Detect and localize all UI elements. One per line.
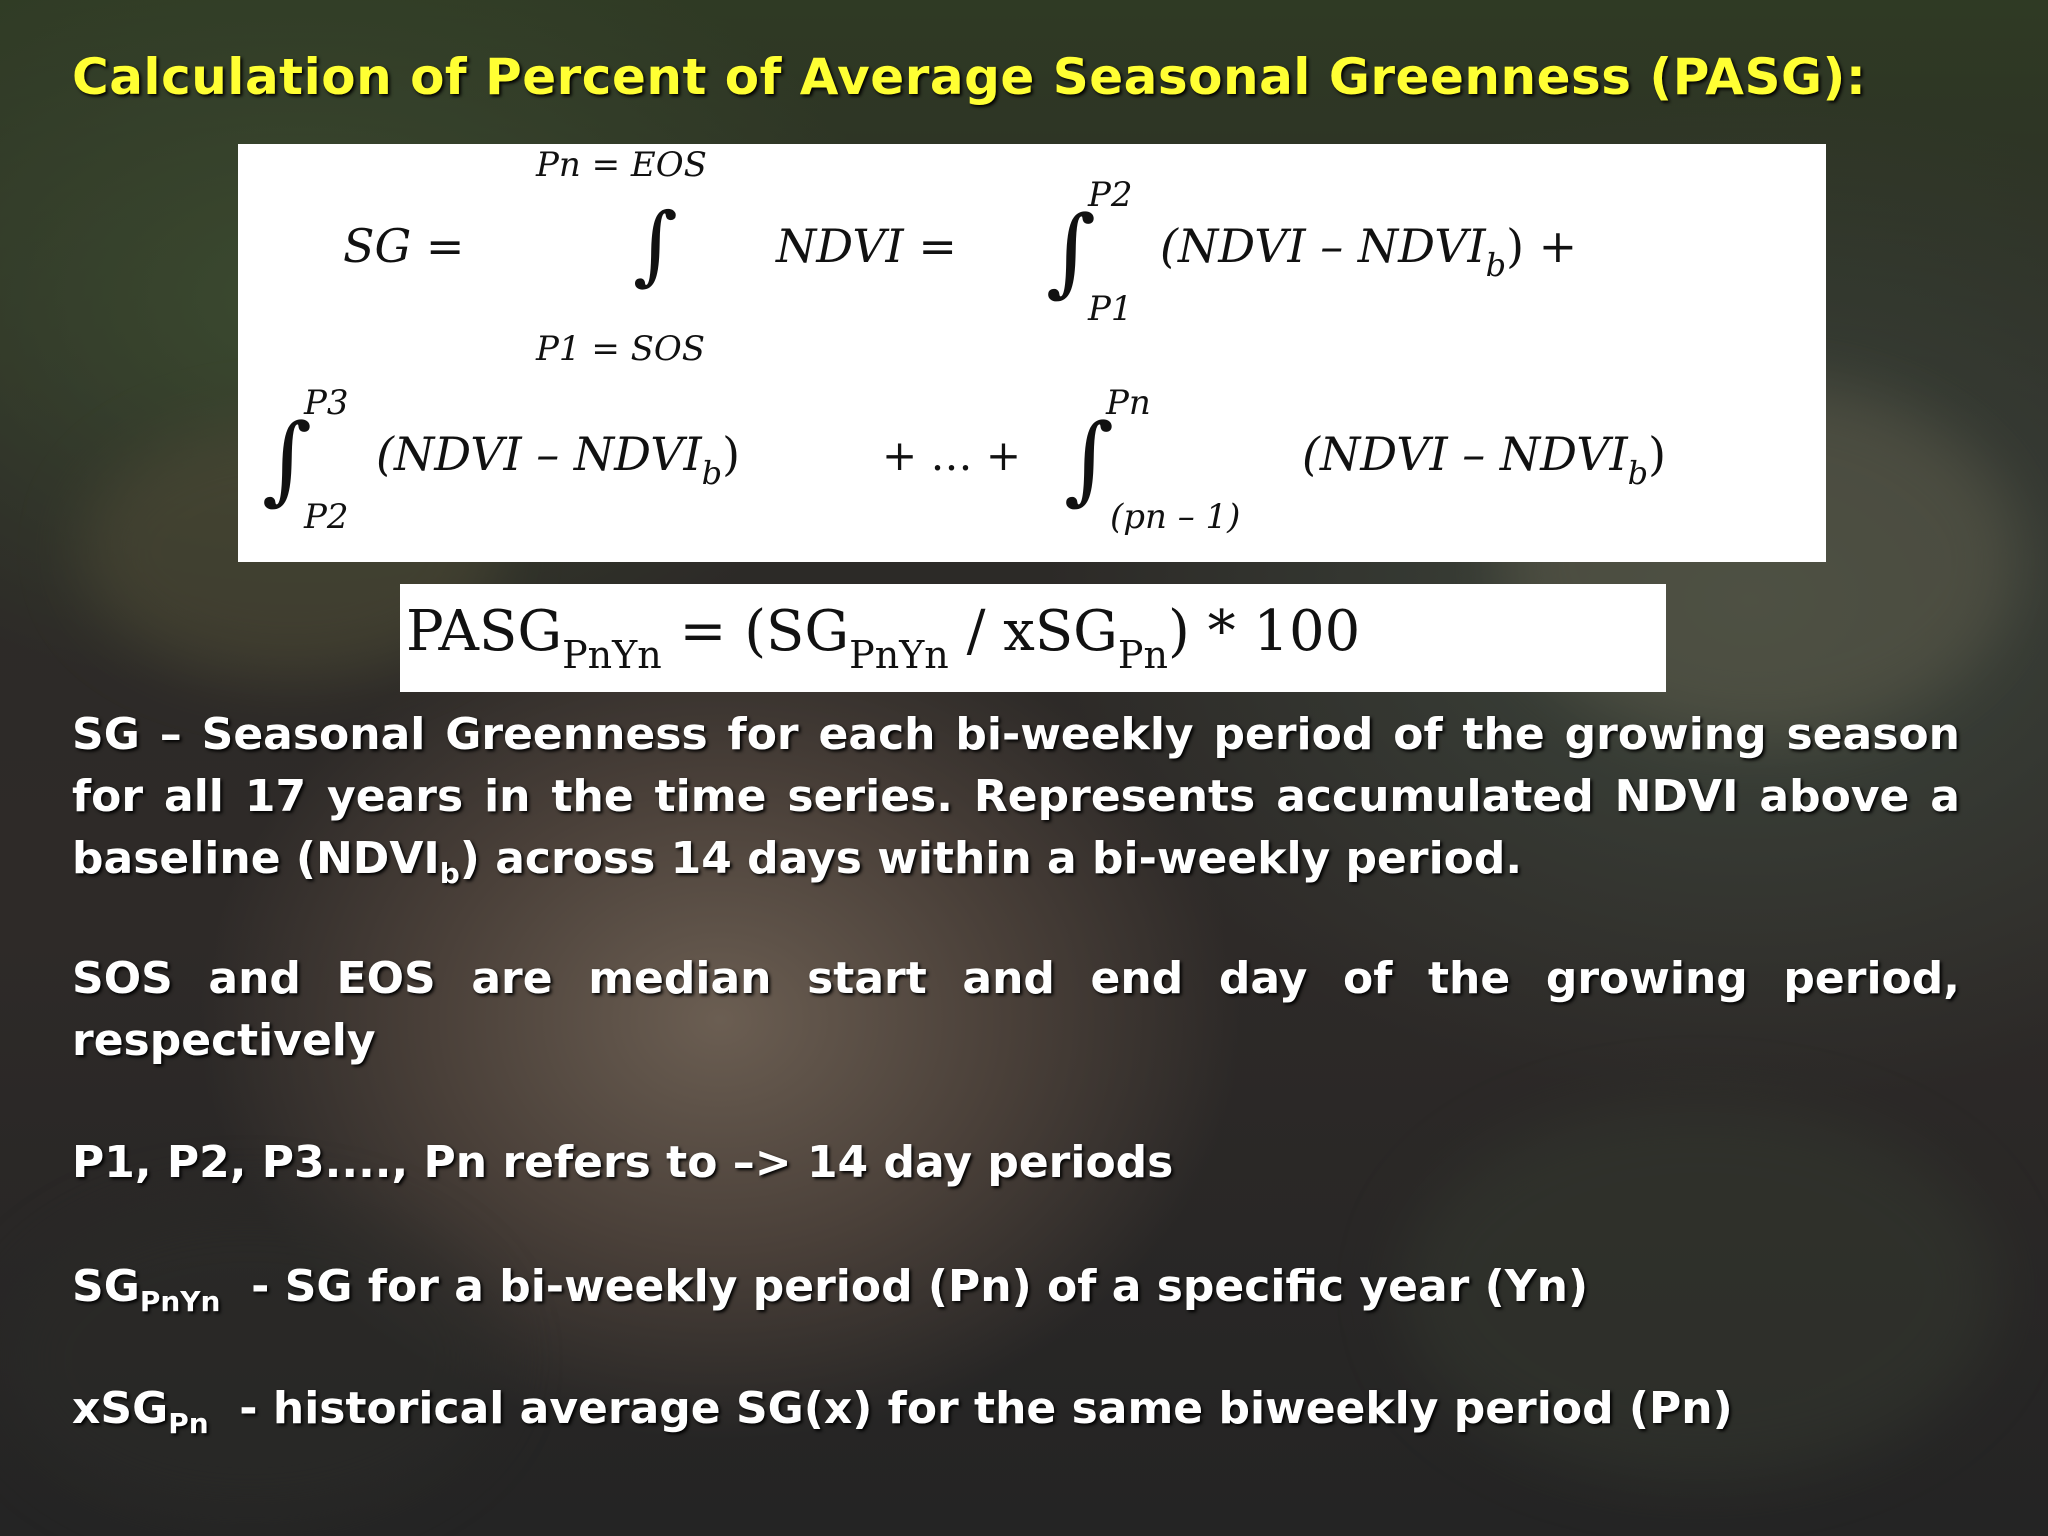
- integral-symbol: ∫: [633, 195, 678, 295]
- sg-lhs: SG =: [343, 219, 464, 273]
- background-photo-region: [1400, 1100, 2000, 1480]
- int2-upper: P3: [303, 383, 349, 423]
- background-photo-region: [0, 1200, 500, 1520]
- sgpnyn-definition: SGPnYn - SG for a bi-weekly period (Pn) …: [72, 1261, 1589, 1318]
- int2-lower: P2: [303, 497, 349, 537]
- int1-lower: P1: [1087, 289, 1133, 329]
- sg-bottom-limit: P1 = SOS: [535, 329, 705, 369]
- term-3: (NDVI – NDVIb): [1302, 427, 1666, 492]
- sg-formula-image: Pn = EOS SG = ∫ NDVI = P1 = SOS ∫ P2 P1 …: [238, 144, 1826, 562]
- sg-integrand: NDVI =: [775, 219, 957, 273]
- int1-upper: P2: [1087, 175, 1133, 215]
- integral-symbol: ∫: [262, 403, 312, 515]
- periods-definition: P1, P2, P3...., Pn refers to –> 14 day p…: [72, 1137, 1174, 1188]
- ellipsis-plus: + … +: [882, 431, 1021, 480]
- sos-eos-definition: SOS and EOS are median start and end day…: [72, 953, 1960, 1066]
- term-2: (NDVI – NDVIb): [376, 427, 740, 492]
- integral-symbol: ∫: [1064, 403, 1114, 515]
- term-1: (NDVI – NDVIb) +: [1160, 219, 1577, 284]
- sg-definition: SG – Seasonal Greenness for each bi-week…: [72, 709, 1960, 890]
- int3-upper: Pn: [1105, 383, 1151, 423]
- pasg-formula: PASGPnYn = (SGPnYn / xSGPn) * 100: [406, 599, 1360, 677]
- integral-symbol: ∫: [1046, 195, 1096, 307]
- pasg-formula-image: PASGPnYn = (SGPnYn / xSGPn) * 100: [400, 584, 1666, 692]
- xsgpn-definition: xSGPn - historical average SG(x) for the…: [72, 1383, 1733, 1440]
- pasg-equation: PASGPnYn = (SGPnYn / xSGPn) * 100: [406, 599, 1360, 677]
- sg-top-limit: Pn = EOS: [535, 145, 707, 185]
- slide-title: Calculation of Percent of Average Season…: [72, 48, 1867, 106]
- int3-lower: (pn – 1): [1110, 497, 1240, 537]
- sg-formula: Pn = EOS SG = ∫ NDVI = P1 = SOS ∫ P2 P1 …: [262, 145, 1666, 537]
